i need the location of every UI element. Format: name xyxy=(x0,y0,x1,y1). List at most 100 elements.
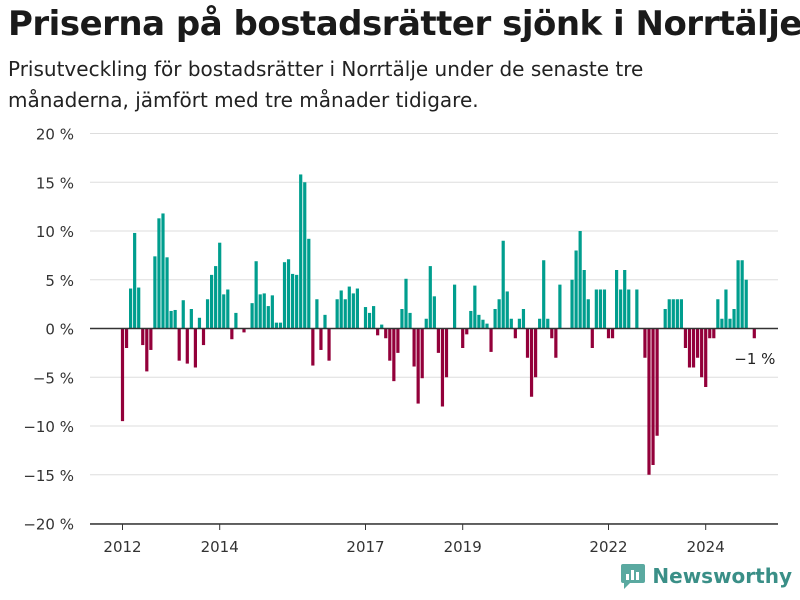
bar xyxy=(570,279,574,329)
bar xyxy=(408,312,412,329)
bar xyxy=(355,288,359,329)
bar xyxy=(226,289,230,329)
bar xyxy=(606,328,611,339)
bar xyxy=(594,289,598,329)
bar xyxy=(683,328,688,348)
bar xyxy=(574,250,578,329)
bar xyxy=(485,323,489,329)
bar xyxy=(740,260,744,329)
bar xyxy=(615,270,619,329)
x-tick-label: 2024 xyxy=(687,538,725,556)
bar xyxy=(197,317,202,329)
bar xyxy=(339,290,343,329)
bar xyxy=(477,314,481,329)
bar xyxy=(529,328,534,397)
bar xyxy=(469,310,473,329)
x-tick-label: 2012 xyxy=(103,538,141,556)
bar xyxy=(667,299,671,329)
bar xyxy=(521,309,526,329)
bar xyxy=(590,328,594,348)
newsworthy-logo-icon xyxy=(621,564,646,589)
bar xyxy=(728,318,732,329)
bar xyxy=(651,328,655,465)
bar xyxy=(627,289,631,329)
bar xyxy=(489,328,493,352)
y-axis-tick-labels: 20 % 15 % 10 % 5 % 0 % −5 % −10 % −15 % −20 % xyxy=(23,126,74,534)
bar xyxy=(558,284,562,329)
bar xyxy=(404,278,408,329)
bar xyxy=(258,294,262,329)
bar xyxy=(380,324,384,329)
bar xyxy=(137,287,141,329)
bar xyxy=(347,286,351,329)
bar xyxy=(335,299,339,329)
bar xyxy=(141,328,145,346)
bar xyxy=(720,318,724,329)
bar xyxy=(412,328,416,367)
bar xyxy=(671,299,675,329)
bar xyxy=(473,285,477,329)
bar xyxy=(712,328,716,339)
bar xyxy=(505,291,509,329)
bar xyxy=(315,299,319,329)
bar xyxy=(266,306,270,329)
bar xyxy=(210,274,214,329)
chart-title: Priserna på bostadsrätter sjönk i Norrtä… xyxy=(8,4,800,44)
bar xyxy=(752,328,756,339)
brand-name: Newsworthy xyxy=(652,564,792,588)
bar xyxy=(534,328,538,378)
bar xyxy=(582,270,586,329)
bar xyxy=(744,279,748,329)
bar xyxy=(550,328,554,339)
bar xyxy=(343,299,347,329)
bar xyxy=(372,306,376,329)
bar xyxy=(295,274,299,329)
bar xyxy=(363,307,368,329)
bar xyxy=(129,288,133,329)
bar xyxy=(218,242,222,329)
bar xyxy=(396,328,400,353)
bar xyxy=(432,296,436,329)
bar xyxy=(598,289,602,329)
bar xyxy=(481,319,485,329)
chart-subtitle: Prisutveckling för bostadsrätter i Norrt… xyxy=(8,57,644,112)
bar xyxy=(124,328,129,348)
bar xyxy=(145,328,149,372)
bar xyxy=(319,328,323,350)
bar xyxy=(513,328,517,339)
bar xyxy=(663,309,667,329)
bar xyxy=(327,328,331,361)
bar xyxy=(149,328,153,350)
bar xyxy=(416,328,420,404)
bar xyxy=(610,328,615,339)
bar xyxy=(465,328,469,335)
bar xyxy=(177,328,181,361)
bar xyxy=(619,289,623,329)
bar xyxy=(181,300,185,329)
bar xyxy=(586,299,590,329)
x-tick-label: 2022 xyxy=(589,538,627,556)
bar xyxy=(691,328,696,368)
bar xyxy=(384,328,388,339)
y-tick-label: 10 % xyxy=(36,223,74,241)
bar xyxy=(428,266,432,329)
bar xyxy=(635,289,639,329)
x-tick-label: 2014 xyxy=(201,538,239,556)
bar xyxy=(700,328,704,378)
bar xyxy=(388,328,392,361)
bar xyxy=(323,314,327,329)
bar xyxy=(542,260,546,329)
bar xyxy=(732,309,736,329)
bar xyxy=(497,299,501,329)
bar xyxy=(704,328,708,387)
bar xyxy=(493,309,497,329)
bar xyxy=(222,294,226,329)
bar xyxy=(736,260,740,329)
y-tick-label: 0 % xyxy=(45,321,74,339)
bar xyxy=(274,322,278,329)
bar xyxy=(461,328,465,348)
bar xyxy=(453,284,457,329)
bar xyxy=(205,299,210,329)
bar xyxy=(517,318,521,329)
axes xyxy=(90,327,778,525)
